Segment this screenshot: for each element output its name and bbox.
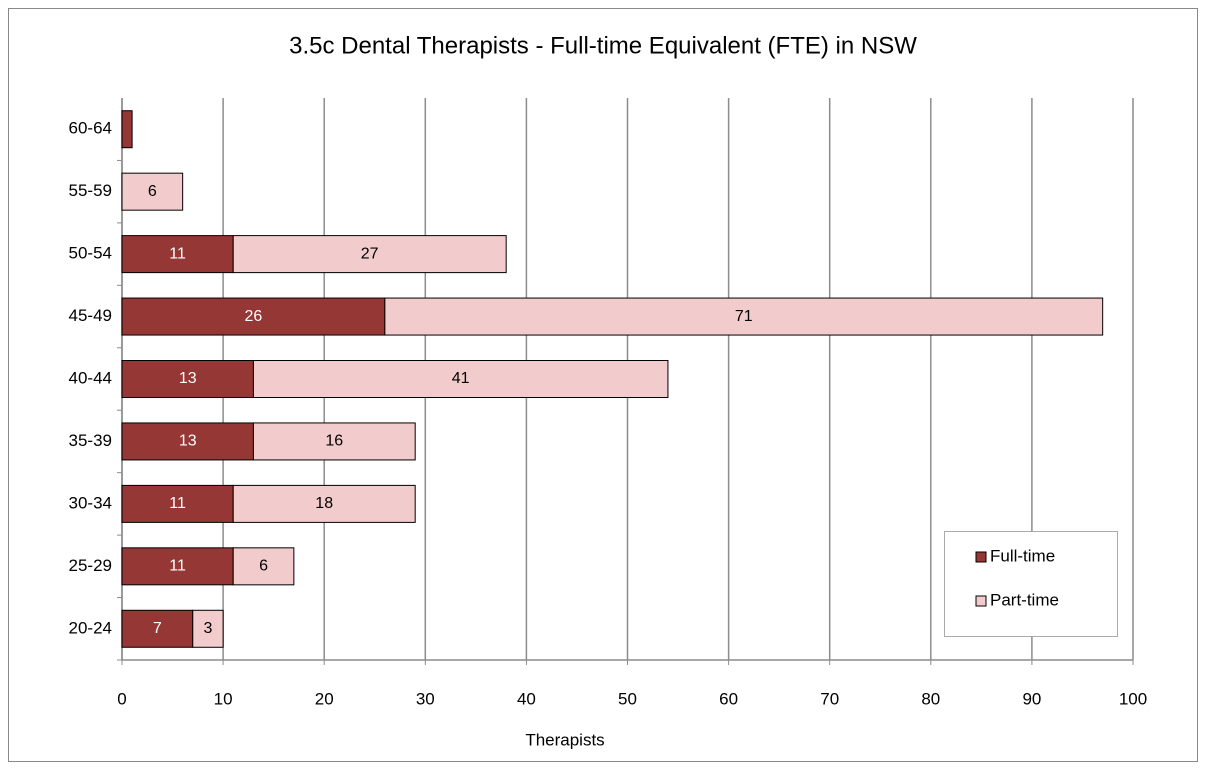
- x-tick-label: 20: [315, 689, 334, 708]
- data-label: 11: [169, 495, 186, 512]
- y-tick-label: 60-64: [69, 119, 112, 138]
- legend-label: Full-time: [990, 546, 1055, 565]
- bar-segment: [232, 484, 416, 523]
- data-label: 13: [179, 433, 197, 450]
- x-tick-label: 70: [820, 689, 839, 708]
- bar-segment: [121, 422, 254, 461]
- y-tick-label: 20-24: [69, 618, 112, 637]
- bar-segment: [121, 609, 194, 648]
- chart-title: 3.5c Dental Therapists - Full-time Equiv…: [289, 32, 917, 59]
- data-label: 26: [245, 308, 263, 325]
- x-tick-label: 90: [1022, 689, 1041, 708]
- data-label: 11: [169, 558, 186, 575]
- data-label: 11: [169, 245, 186, 262]
- bar-segment: [384, 297, 1104, 336]
- x-tick-label: 80: [921, 689, 940, 708]
- bar-segment: [252, 422, 416, 461]
- x-tick-label: 30: [416, 689, 435, 708]
- y-tick-label: 25-29: [69, 556, 112, 575]
- y-tick-label: 40-44: [69, 368, 112, 387]
- data-label: 27: [361, 245, 379, 262]
- bar-segment: [121, 110, 133, 149]
- data-label: 18: [315, 495, 333, 512]
- data-label: 13: [179, 370, 197, 387]
- y-tick-label: 45-49: [69, 306, 112, 325]
- data-label: 71: [735, 308, 753, 325]
- bar-segment: [121, 360, 254, 398]
- x-tick-label: 40: [517, 689, 536, 708]
- bar-segment: [232, 235, 507, 274]
- x-tick-label: 10: [214, 689, 233, 708]
- data-label: 6: [259, 558, 268, 575]
- legend-swatch: [975, 551, 987, 563]
- legend-label: Part-time: [990, 590, 1059, 609]
- data-label: 16: [325, 433, 343, 450]
- y-tick-label: 30-34: [69, 493, 112, 512]
- bar-segment: [252, 360, 669, 398]
- data-label: 7: [153, 620, 162, 637]
- bar-segment: [121, 547, 234, 586]
- y-tick-label: 55-59: [69, 181, 112, 200]
- x-axis-label: Therapists: [525, 730, 604, 749]
- data-label: 41: [452, 370, 470, 387]
- x-tick-label: 50: [618, 689, 637, 708]
- bar-segment: [121, 297, 386, 336]
- legend-box: [944, 531, 1118, 637]
- bar-segment: [192, 609, 224, 648]
- x-tick-label: 0: [117, 689, 126, 708]
- y-tick-label: 50-54: [69, 244, 112, 263]
- bar-segment: [121, 235, 234, 274]
- data-label: 6: [148, 183, 157, 200]
- bar-segment: [121, 172, 184, 211]
- x-tick-label: 100: [1119, 689, 1147, 708]
- data-label: 3: [203, 620, 212, 637]
- x-tick-label: 60: [719, 689, 738, 708]
- y-tick-label: 35-39: [69, 431, 112, 450]
- legend-swatch: [975, 595, 987, 607]
- bar-segment: [232, 547, 295, 586]
